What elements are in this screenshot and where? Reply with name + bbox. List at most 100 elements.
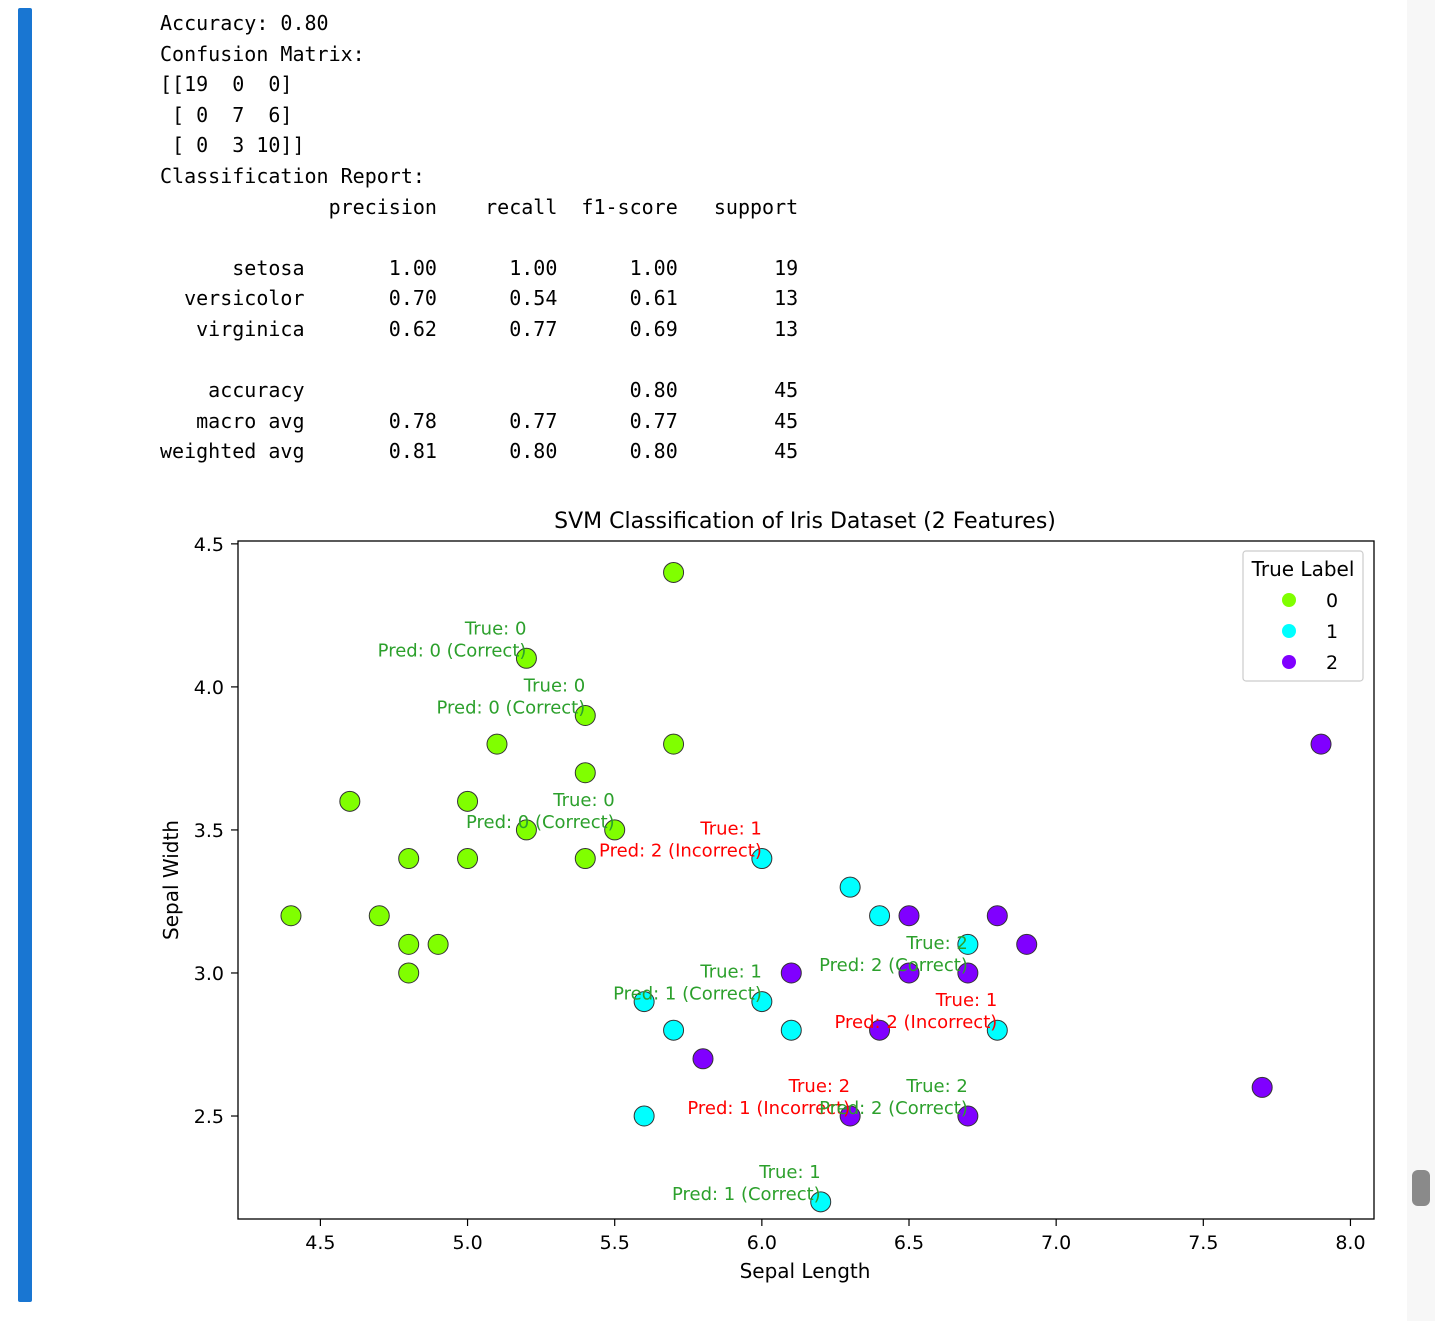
legend-marker-1 bbox=[1282, 624, 1296, 638]
y-tick-label: 4.5 bbox=[194, 534, 224, 556]
x-tick-label: 5.0 bbox=[452, 1232, 482, 1254]
legend-box bbox=[1242, 550, 1364, 682]
annotation-true-label: True: 2 bbox=[905, 933, 967, 954]
chart-title: SVM Classification of Iris Dataset (2 Fe… bbox=[554, 509, 1056, 534]
data-point-class-0 bbox=[398, 933, 420, 955]
data-point-class-2 bbox=[1310, 733, 1332, 755]
annotation-true-label: True: 0 bbox=[464, 618, 526, 639]
data-point-class-2 bbox=[957, 962, 979, 984]
annotation-pred-label: Pred: 2 (Incorrect) bbox=[834, 1012, 997, 1033]
data-point-class-0 bbox=[339, 790, 361, 812]
output-line: Confusion Matrix: bbox=[160, 41, 365, 66]
data-point-class-0 bbox=[398, 962, 420, 984]
data-point-class-2 bbox=[986, 905, 1008, 927]
output-line: [[19 0 0] bbox=[160, 72, 293, 97]
legend-label: 2 bbox=[1326, 652, 1338, 674]
annotation-true-label: True: 1 bbox=[699, 962, 761, 983]
data-point-class-1 bbox=[633, 991, 655, 1013]
cell-output-text: Accuracy: 0.80 Confusion Matrix: [[19 0 … bbox=[160, 8, 798, 467]
y-tick-label: 3.0 bbox=[194, 963, 224, 985]
data-point-class-0 bbox=[368, 905, 390, 927]
data-point-class-1 bbox=[633, 1105, 655, 1127]
annotation-true-label: True: 2 bbox=[905, 1076, 967, 1097]
y-tick-label: 4.0 bbox=[194, 677, 224, 699]
annotation-true-label: True: 1 bbox=[935, 990, 997, 1011]
annotation-true-label: True: 2 bbox=[788, 1076, 850, 1097]
data-point-class-1 bbox=[751, 991, 773, 1013]
data-point-class-0 bbox=[663, 733, 685, 755]
output-line: precision recall f1-score support bbox=[160, 194, 799, 219]
data-point-class-2 bbox=[780, 962, 802, 984]
x-axis-label: Sepal Length bbox=[740, 1259, 871, 1283]
data-point-class-2 bbox=[1251, 1076, 1273, 1098]
data-point-class-1 bbox=[957, 933, 979, 955]
output-line: virginica 0.62 0.77 0.69 13 bbox=[160, 316, 799, 341]
legend-title: True Label bbox=[1251, 557, 1355, 581]
output-line: versicolor 0.70 0.54 0.61 13 bbox=[160, 286, 799, 311]
data-point-class-0 bbox=[574, 762, 596, 784]
x-tick-label: 6.5 bbox=[894, 1232, 924, 1254]
data-point-class-0 bbox=[663, 561, 685, 583]
data-point-class-1 bbox=[986, 1019, 1008, 1041]
data-point-class-2 bbox=[1016, 933, 1038, 955]
y-axis-label: Sepal Width bbox=[159, 820, 183, 940]
annotation-pred-label: Pred: 0 (Correct) bbox=[378, 640, 527, 661]
scatter-points bbox=[280, 561, 1332, 1213]
data-point-class-1 bbox=[751, 848, 773, 870]
data-point-class-0 bbox=[574, 705, 596, 727]
output-line: [ 0 7 6] bbox=[160, 102, 293, 127]
plot-frame bbox=[237, 540, 1375, 1220]
output-line: weighted avg 0.81 0.80 0.80 45 bbox=[160, 439, 799, 464]
data-point-class-0 bbox=[457, 790, 479, 812]
annotation-pred-label: Pred: 2 (Correct) bbox=[819, 955, 968, 976]
annotation-true-label: True: 0 bbox=[523, 676, 585, 697]
x-tick-label: 4.5 bbox=[305, 1232, 335, 1254]
scrollbar-thumb[interactable] bbox=[1412, 1170, 1430, 1206]
annotation-true-label: True: 1 bbox=[699, 819, 761, 840]
data-point-class-0 bbox=[280, 905, 302, 927]
annotation-pred-label: Pred: 0 (Correct) bbox=[437, 698, 586, 719]
annotation-true-label: True: 1 bbox=[758, 1162, 820, 1183]
data-point-class-1 bbox=[663, 1019, 685, 1041]
annotation-pred-label: Pred: 0 (Correct) bbox=[466, 812, 615, 833]
y-axis-ticks: 2.5 3.0 3.5 4.0 4.5 bbox=[194, 534, 238, 1128]
legend-marker-0 bbox=[1282, 593, 1296, 607]
y-tick-label: 3.5 bbox=[194, 820, 224, 842]
annotation-pred-label: Pred: 1 (Correct) bbox=[672, 1184, 821, 1205]
output-line: [ 0 3 10]] bbox=[160, 133, 305, 158]
data-point-class-0 bbox=[457, 848, 479, 870]
legend-label: 1 bbox=[1326, 621, 1338, 643]
annotation-pred-label: Pred: 1 (Incorrect) bbox=[687, 1098, 850, 1119]
annotation-pred-label: Pred: 2 (Correct) bbox=[819, 1098, 968, 1119]
data-point-class-0 bbox=[574, 848, 596, 870]
data-point-class-2 bbox=[898, 962, 920, 984]
data-point-class-2 bbox=[957, 1105, 979, 1127]
output-line: macro avg 0.78 0.77 0.77 45 bbox=[160, 408, 799, 433]
data-point-class-0 bbox=[486, 733, 508, 755]
output-line: accuracy 0.80 45 bbox=[160, 378, 799, 403]
legend: True Label 0 1 2 bbox=[1242, 550, 1364, 682]
data-point-class-1 bbox=[839, 876, 861, 898]
legend-marker-2 bbox=[1282, 655, 1296, 669]
data-point-class-1 bbox=[780, 1019, 802, 1041]
x-axis-ticks: 4.5 5.0 5.5 6.0 6.5 7.0 7.5 8.0 bbox=[305, 1219, 1366, 1254]
cell-collapse-bar[interactable] bbox=[18, 8, 32, 1302]
data-point-class-1 bbox=[810, 1191, 832, 1213]
data-point-class-2 bbox=[898, 905, 920, 927]
data-point-class-0 bbox=[398, 848, 420, 870]
scrollbar-track[interactable] bbox=[1407, 0, 1435, 1321]
legend-label: 0 bbox=[1326, 590, 1338, 612]
x-tick-label: 6.0 bbox=[747, 1232, 777, 1254]
data-point-class-0 bbox=[427, 933, 449, 955]
data-point-class-0 bbox=[515, 819, 537, 841]
output-line: setosa 1.00 1.00 1.00 19 bbox=[160, 255, 799, 280]
output-line: Classification Report: bbox=[160, 163, 425, 188]
data-point-class-0 bbox=[604, 819, 626, 841]
x-tick-label: 5.5 bbox=[600, 1232, 630, 1254]
data-point-class-2 bbox=[692, 1048, 714, 1070]
output-line: Accuracy: 0.80 bbox=[160, 11, 329, 35]
y-tick-label: 2.5 bbox=[194, 1106, 224, 1128]
annotation-true-label: True: 0 bbox=[552, 790, 614, 811]
